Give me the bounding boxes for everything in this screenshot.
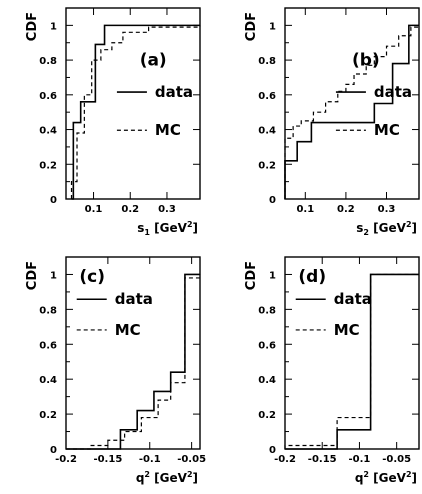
panel-label: (d)	[298, 267, 326, 287]
x-tick-label: 0.3	[378, 204, 396, 215]
legend-label-mc: MC	[115, 321, 141, 339]
y-tick-label: 1	[50, 21, 57, 32]
plot-frame	[284, 256, 420, 450]
chart-panel-a: 0 0.2 0.4 0.6 0.8 1 0.1 0.2 0.3 CDF s1 [GeV2] (a) da…	[25, 7, 201, 237]
series-line-mc	[284, 273, 419, 449]
y-tick-label: 0	[269, 445, 276, 456]
legend-label-mc: MC	[334, 321, 360, 339]
y-tick-label: 0.6	[258, 340, 276, 351]
y-tick-label: 0.8	[258, 56, 276, 67]
y-tick-label: 0.2	[39, 410, 57, 421]
x-axis-title: s2 [GeV2]	[356, 220, 417, 237]
y-tick-label: 1	[50, 270, 57, 281]
y-tick-label: 1	[269, 270, 276, 281]
y-tick-label: 0	[50, 195, 57, 206]
y-tick-label: 0.8	[258, 305, 276, 316]
y-tick-label: 0.2	[39, 160, 57, 171]
x-axis-title: s1 [GeV2]	[137, 220, 198, 237]
x-tick-label: -0.05	[382, 454, 411, 465]
y-tick-label: 0.8	[39, 56, 57, 67]
x-axis-title: q2 [GeV2]	[355, 470, 417, 485]
y-tick-label: 0.4	[39, 375, 57, 386]
x-tick-label: -0.05	[177, 454, 206, 465]
x-tick-label: 0.2	[337, 204, 355, 215]
panel-label: (b)	[352, 51, 380, 71]
x-tick-label: -0.15	[93, 454, 122, 465]
y-tick-label: 0.4	[258, 375, 276, 386]
y-tick-label: 0.6	[39, 340, 57, 351]
x-tick-label: -0.1	[139, 454, 161, 465]
series-line-mc	[66, 274, 201, 450]
y-tick-label: 0	[50, 445, 57, 456]
y-tick-label: 0.8	[39, 305, 57, 316]
x-axis-title: q2 [GeV2]	[136, 470, 198, 485]
x-tick-label: 0.1	[296, 204, 314, 215]
chart-panel-c: 0 0.2 0.4 0.6 0.8 1 -0.2 -0.15 -0.1 -0.05 CDF q2 [G…	[25, 256, 206, 485]
panel-label: (a)	[140, 51, 167, 71]
x-tick-label: 0.2	[121, 204, 139, 215]
series-line-data	[284, 24, 419, 199]
x-tick-label: 0.3	[158, 204, 176, 215]
plot-frame	[65, 7, 201, 200]
series-line-mc	[70, 25, 201, 199]
legend-label-mc: MC	[155, 121, 181, 139]
plot-frame	[284, 7, 420, 200]
y-tick-label: 0.4	[258, 126, 276, 137]
chart-panel-b: 0 0.2 0.4 0.6 0.8 1 0.1 0.2 0.3 CDF s2 [GeV2] (b) da…	[244, 7, 420, 237]
y-tick-label: 0.4	[39, 126, 57, 137]
y-tick-label: 0	[269, 195, 276, 206]
chart-panel-d: 0 0.2 0.4 0.6 0.8 1 -0.2 -0.15 -0.1 -0.05 CDF q2 [G…	[244, 256, 420, 485]
y-tick-label: 0.2	[258, 160, 276, 171]
plot-frame	[65, 256, 201, 450]
y-tick-label: 0.6	[39, 91, 57, 102]
y-tick-label: 1	[269, 21, 276, 32]
legend-label-data: data	[334, 290, 372, 308]
y-axis-title: CDF	[25, 261, 40, 290]
x-tick-label: -0.2	[274, 454, 296, 465]
series-line-data	[66, 273, 200, 450]
series-line-mc	[284, 25, 420, 199]
x-tick-label: -0.1	[349, 454, 371, 465]
x-tick-label: 0.1	[85, 204, 103, 215]
legend-label-mc: MC	[374, 121, 400, 139]
series-line-data	[71, 24, 200, 200]
y-axis-title: CDF	[25, 12, 40, 41]
legend-label-data: data	[374, 83, 412, 101]
legend-label-data: data	[155, 83, 193, 101]
y-axis-title: CDF	[244, 261, 259, 290]
y-tick-label: 0.2	[258, 410, 276, 421]
panel-label: (c)	[79, 267, 105, 287]
x-tick-label: -0.15	[308, 454, 337, 465]
y-tick-label: 0.6	[258, 91, 276, 102]
x-tick-label: -0.2	[55, 454, 77, 465]
legend-label-data: data	[115, 290, 153, 308]
y-axis-title: CDF	[244, 12, 259, 41]
